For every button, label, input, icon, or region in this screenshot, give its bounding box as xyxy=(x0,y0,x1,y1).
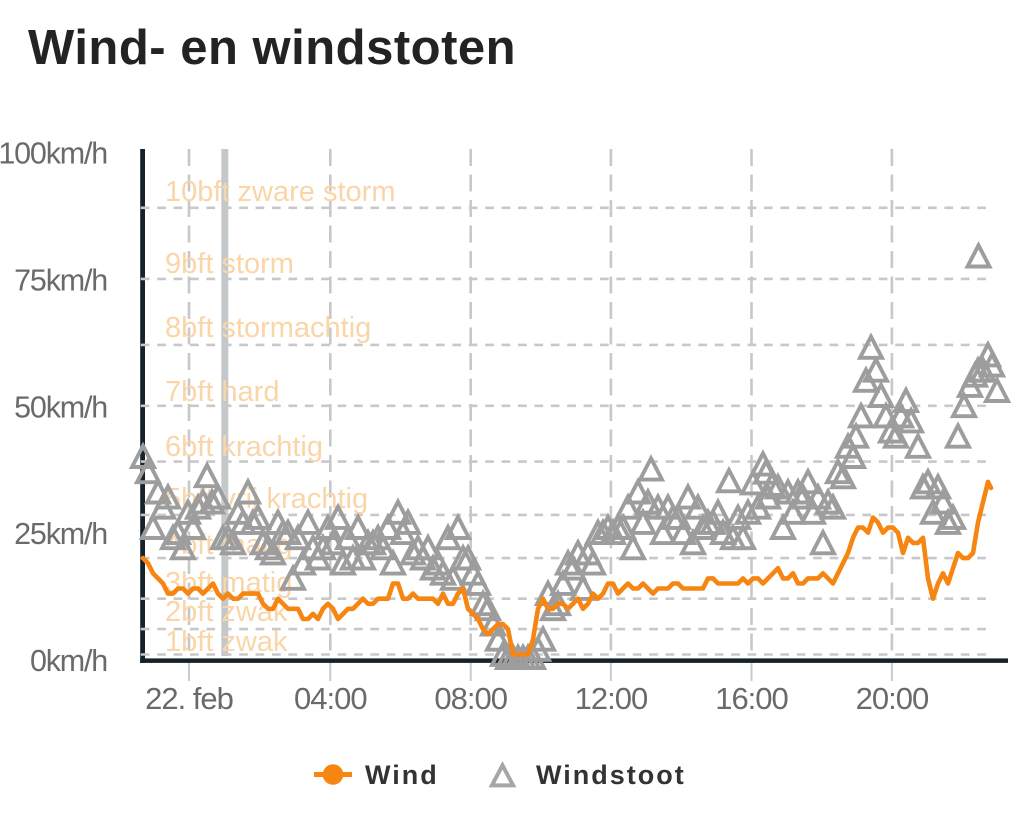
svg-text:08:00: 08:00 xyxy=(434,681,507,716)
svg-text:75km/h: 75km/h xyxy=(14,263,107,297)
svg-text:0km/h: 0km/h xyxy=(30,644,107,678)
svg-text:25km/h: 25km/h xyxy=(14,517,107,551)
svg-text:50km/h: 50km/h xyxy=(14,390,107,424)
svg-text:12:00: 12:00 xyxy=(575,681,648,716)
svg-text:8bft stormachtig: 8bft stormachtig xyxy=(165,312,371,344)
svg-text:Wind- en windstoten: Wind- en windstoten xyxy=(28,21,516,75)
svg-text:20:00: 20:00 xyxy=(856,681,929,716)
svg-text:2bft zwak: 2bft zwak xyxy=(165,596,288,628)
svg-text:Wind: Wind xyxy=(365,760,439,790)
svg-text:9bft storm: 9bft storm xyxy=(165,248,294,280)
svg-text:16:00: 16:00 xyxy=(715,681,788,716)
svg-text:22. feb: 22. feb xyxy=(145,681,233,716)
svg-text:100km/h: 100km/h xyxy=(0,137,107,171)
svg-text:04:00: 04:00 xyxy=(294,681,367,716)
svg-text:6bft krachtig: 6bft krachtig xyxy=(165,431,323,463)
svg-text:10bft zware storm: 10bft zware storm xyxy=(165,176,395,208)
svg-text:1bft zwak: 1bft zwak xyxy=(165,626,288,658)
svg-text:Windstoot: Windstoot xyxy=(536,760,686,790)
svg-text:7bft hard: 7bft hard xyxy=(165,376,279,408)
